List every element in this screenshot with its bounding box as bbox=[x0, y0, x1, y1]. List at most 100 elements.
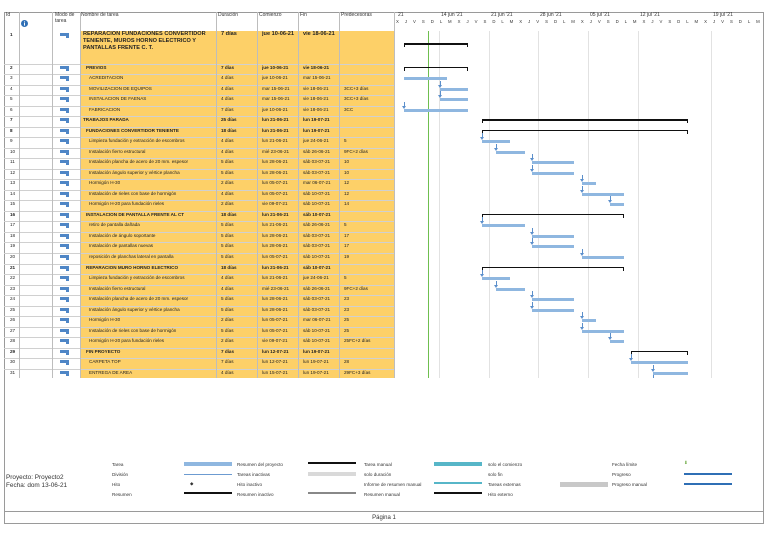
summary-bar[interactable] bbox=[404, 66, 468, 70]
task-bar[interactable] bbox=[581, 329, 625, 333]
task-bar[interactable] bbox=[482, 140, 511, 144]
task-bar[interactable] bbox=[581, 182, 596, 186]
dependency-arrow bbox=[579, 252, 584, 256]
task-bar[interactable] bbox=[496, 150, 525, 154]
table-row[interactable]: 15 Hormigón H-20 para fundación rieles 2 d… bbox=[4, 200, 764, 209]
task-mode-icon bbox=[60, 221, 72, 230]
task-start: vie 09-07-21 bbox=[262, 201, 288, 207]
table-row[interactable]: 1 REPARACION FUNDACIONES CONVERTIDOR TENI… bbox=[4, 31, 764, 64]
table-row[interactable]: 3 ACREDITACION 4 días jue 10-06-21 mar 15-06… bbox=[4, 74, 764, 83]
task-bar[interactable] bbox=[404, 77, 447, 81]
header-task-name[interactable]: Nombre de tarea bbox=[81, 12, 119, 18]
task-mode-icon bbox=[60, 306, 72, 315]
task-bar[interactable] bbox=[482, 277, 511, 281]
table-row[interactable]: 12 Instalación ángulo superior y vértice … bbox=[4, 169, 764, 178]
table-row[interactable]: 4 MOVILIZACION DE EQUIPOS 4 días mar 15-06-… bbox=[4, 85, 764, 94]
table-row[interactable]: 16 INSTALACION DE PANTALLA FRENTE AL CT 18… bbox=[4, 211, 764, 220]
table-row[interactable]: 2 PREVIOS 7 días jue 10-06-21 vie 18-06-21 bbox=[4, 64, 764, 73]
task-bar[interactable] bbox=[531, 245, 575, 249]
table-row[interactable]: 10 Instalación fierro estructural 4 días mi… bbox=[4, 148, 764, 157]
task-start: lun 21-06-21 bbox=[262, 127, 289, 133]
header-id[interactable]: Id bbox=[6, 12, 11, 18]
table-row[interactable]: 9 Limpieza fundación y extracción de esco… bbox=[4, 137, 764, 146]
task-bar[interactable] bbox=[482, 224, 525, 228]
task-bar[interactable] bbox=[531, 171, 575, 175]
row-divider bbox=[4, 316, 394, 318]
task-bar[interactable] bbox=[439, 87, 468, 91]
row-divider bbox=[4, 105, 394, 107]
task-id: 26 bbox=[10, 317, 16, 323]
summary-bar[interactable] bbox=[482, 266, 625, 270]
task-bar[interactable] bbox=[404, 108, 468, 112]
week-gridline bbox=[711, 31, 712, 378]
task-name: Hormigón H-20 para fundación rieles bbox=[89, 201, 165, 207]
task-id: 17 bbox=[10, 222, 16, 228]
dependency-line bbox=[581, 248, 583, 253]
table-row[interactable]: 25 Instalación ángulo superior y vértice … bbox=[4, 306, 764, 315]
table-row[interactable]: 22 Limpieza fundación y extracción de esc… bbox=[4, 274, 764, 283]
task-bar[interactable] bbox=[581, 319, 596, 323]
legend-label: División bbox=[112, 472, 129, 477]
table-row[interactable]: 19 Instalación de pantallas nuevas 5 días l… bbox=[4, 242, 764, 251]
header-start[interactable]: Comienzo bbox=[259, 12, 282, 18]
summary-bar[interactable] bbox=[631, 350, 688, 354]
header-duration[interactable]: Duración bbox=[218, 12, 239, 18]
summary-bar[interactable] bbox=[482, 213, 625, 217]
table-row[interactable]: 14 Instalación de rieles con base de horm… bbox=[4, 190, 764, 199]
task-bar[interactable] bbox=[581, 255, 625, 259]
header-finish[interactable]: Fin bbox=[300, 12, 307, 18]
header-predecessors[interactable]: Predecesoras bbox=[341, 12, 372, 18]
summary-bar[interactable] bbox=[482, 119, 688, 123]
task-bar[interactable] bbox=[652, 371, 688, 375]
table-row[interactable]: 8 FUNDACIONES CONVERTIDOR TENIENTE 18 días… bbox=[4, 127, 764, 136]
header-task-mode[interactable]: Modo de tarea bbox=[55, 12, 75, 24]
task-mode-icon bbox=[60, 369, 72, 378]
task-bar[interactable] bbox=[631, 361, 688, 365]
dependency-arrow bbox=[607, 200, 612, 204]
table-row[interactable]: 7 TRABAJOS PARADA 25 días lun 21-06-21 lun 1… bbox=[4, 116, 764, 125]
table-row[interactable]: 21 REPARACION MURO HORNO ELECTRICO 18 días… bbox=[4, 264, 764, 273]
table-row[interactable]: 30 CARPETA TOP 7 días lun 12-07-21 lun 19-07… bbox=[4, 358, 764, 367]
summary-bar[interactable] bbox=[404, 43, 468, 46]
task-mode-icon bbox=[60, 116, 72, 125]
table-row[interactable]: 18 Instalación de ángulo soportante 5 días… bbox=[4, 232, 764, 241]
task-bar[interactable] bbox=[531, 298, 575, 302]
task-bar[interactable] bbox=[609, 203, 625, 207]
project-name: Proyecto: Proyecto2 bbox=[6, 474, 64, 481]
task-bar[interactable] bbox=[439, 98, 468, 102]
task-duration: 25 días bbox=[221, 117, 237, 123]
table-row[interactable]: 23 Instalación fierro estructural 4 días mi… bbox=[4, 285, 764, 294]
table-row[interactable]: 17 retiro de pantalla dañada 5 días lun 21-… bbox=[4, 221, 764, 230]
row-divider bbox=[4, 84, 394, 86]
task-predecessors bbox=[344, 348, 392, 357]
table-row[interactable]: 31 ENTREGA DE AREA 4 días lun 15-07-21 lun 1… bbox=[4, 369, 764, 378]
table-row[interactable]: 29 FIN PROYECTO 7 días lun 12-07-21 lun 19-0… bbox=[4, 348, 764, 357]
task-start: mar 15-06-21 bbox=[262, 96, 290, 102]
table-row[interactable]: 27 Instalación de rieles con base de horm… bbox=[4, 327, 764, 336]
task-bar[interactable] bbox=[531, 308, 575, 312]
table-row[interactable]: 26 Hormigón H-30 2 días lun 05-07-21 mar 06-… bbox=[4, 316, 764, 325]
row-divider bbox=[4, 95, 394, 97]
table-row[interactable]: 13 Hormigón H-30 2 días lun 05-07-21 mar 06-… bbox=[4, 179, 764, 188]
task-bar[interactable] bbox=[581, 192, 625, 196]
task-name: Instalación de rieles con base de hormig… bbox=[89, 190, 177, 196]
table-row[interactable]: 6 FABRICACION 7 días jue 10-06-21 vie 18-06-… bbox=[4, 106, 764, 115]
task-bar[interactable] bbox=[609, 340, 625, 344]
table-row[interactable]: 5 INSTALACION DE FAENAS 4 días mar 15-06-21… bbox=[4, 95, 764, 104]
table-row[interactable]: 28 Hormigón H-20 para fundación rieles 2 d… bbox=[4, 337, 764, 346]
table-row[interactable]: 24 Instalación plancha de acero de 20 mm.… bbox=[4, 295, 764, 304]
task-duration: 2 días bbox=[221, 180, 234, 186]
task-bar[interactable] bbox=[496, 287, 525, 291]
task-bar[interactable] bbox=[531, 161, 575, 165]
table-row[interactable]: 11 Instalación plancha de acero de 20 mm.… bbox=[4, 158, 764, 167]
task-start: mié 23-06-21 bbox=[262, 148, 290, 154]
task-predecessors: 10 bbox=[344, 159, 350, 165]
legend-label: Hito inactivo bbox=[237, 482, 263, 487]
task-predecessors bbox=[344, 264, 392, 273]
week-label: 21 jun '21 bbox=[491, 12, 513, 18]
task-start: jue 10-06-21 bbox=[262, 64, 289, 70]
task-name: Instalación ángulo superior y vértice pl… bbox=[89, 306, 180, 312]
summary-bar[interactable] bbox=[482, 129, 688, 133]
table-row[interactable]: 20 reposición de planchas lateral en pant… bbox=[4, 253, 764, 262]
task-bar[interactable] bbox=[531, 234, 575, 238]
